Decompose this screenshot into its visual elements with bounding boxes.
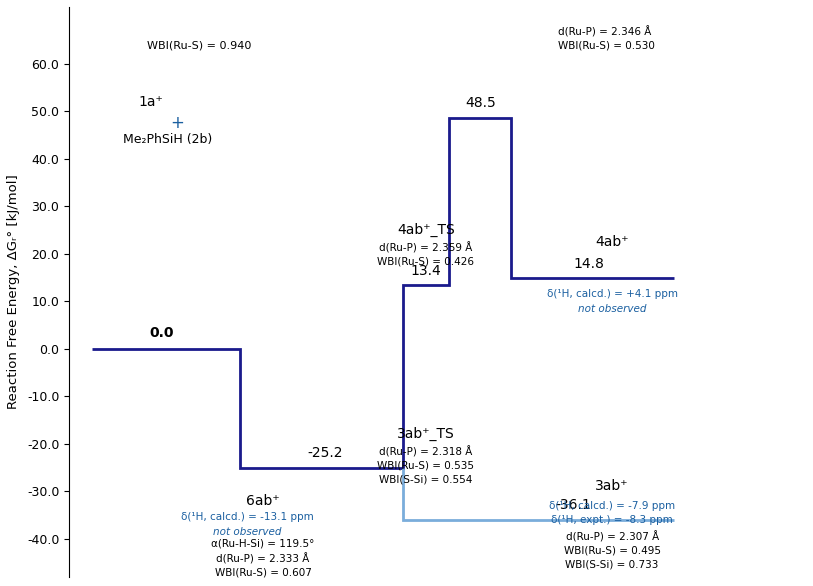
Y-axis label: Reaction Free Energy, ΔGᵣ° [kJ/mol]: Reaction Free Energy, ΔGᵣ° [kJ/mol] <box>7 175 20 409</box>
Text: 1a⁺: 1a⁺ <box>139 95 163 109</box>
Text: WBI(Ru-S) = 0.607: WBI(Ru-S) = 0.607 <box>215 567 311 577</box>
Text: δ(¹H, calcd.) = +4.1 ppm: δ(¹H, calcd.) = +4.1 ppm <box>546 289 677 299</box>
Text: WBI(Ru-S) = 0.426: WBI(Ru-S) = 0.426 <box>377 256 474 266</box>
Text: d(Ru-P) = 2.359 Å: d(Ru-P) = 2.359 Å <box>379 242 472 253</box>
Text: not observed: not observed <box>578 304 646 314</box>
Text: δ(¹H, calcd.) = -7.9 ppm: δ(¹H, calcd.) = -7.9 ppm <box>549 500 675 510</box>
Text: d(Ru-P) = 2.346 Å: d(Ru-P) = 2.346 Å <box>558 26 651 38</box>
Text: -36.1: -36.1 <box>555 499 591 513</box>
Text: 3ab⁺: 3ab⁺ <box>595 479 628 493</box>
Text: WBI(Ru-S) = 0.530: WBI(Ru-S) = 0.530 <box>558 40 654 50</box>
Text: 6ab⁺: 6ab⁺ <box>246 493 280 507</box>
Text: 4ab⁺: 4ab⁺ <box>595 235 628 249</box>
Text: 3ab⁺_TS: 3ab⁺_TS <box>397 427 454 441</box>
Text: WBI(Ru-S) = 0.535: WBI(Ru-S) = 0.535 <box>377 460 474 471</box>
Text: α(Ru-H-Si) = 119.5°: α(Ru-H-Si) = 119.5° <box>211 539 315 548</box>
Text: 4ab⁺_TS: 4ab⁺_TS <box>397 223 454 237</box>
Text: Me₂PhSiH (2b): Me₂PhSiH (2b) <box>124 133 212 146</box>
Text: WBI(S-Si) = 0.554: WBI(S-Si) = 0.554 <box>379 475 472 485</box>
Text: -25.2: -25.2 <box>307 447 343 460</box>
Text: WBI(Ru-S) = 0.495: WBI(Ru-S) = 0.495 <box>563 546 661 556</box>
Text: 0.0: 0.0 <box>150 326 174 340</box>
Text: 13.4: 13.4 <box>411 264 441 278</box>
Text: 14.8: 14.8 <box>573 257 604 271</box>
Text: 48.5: 48.5 <box>465 97 496 110</box>
Text: δ(¹H, expt.) = -8.3 ppm: δ(¹H, expt.) = -8.3 ppm <box>551 515 673 525</box>
Text: d(Ru-P) = 2.333 Å: d(Ru-P) = 2.333 Å <box>216 553 310 564</box>
Text: δ(¹H, calcd.) = -13.1 ppm: δ(¹H, calcd.) = -13.1 ppm <box>181 513 314 523</box>
Text: not observed: not observed <box>213 527 281 537</box>
Text: WBI(S-Si) = 0.733: WBI(S-Si) = 0.733 <box>565 560 659 570</box>
Text: +: + <box>170 114 184 132</box>
Text: d(Ru-P) = 2.307 Å: d(Ru-P) = 2.307 Å <box>566 532 659 543</box>
Text: WBI(Ru-S) = 0.940: WBI(Ru-S) = 0.940 <box>146 40 251 50</box>
Text: d(Ru-P) = 2.318 Å: d(Ru-P) = 2.318 Å <box>379 446 472 458</box>
